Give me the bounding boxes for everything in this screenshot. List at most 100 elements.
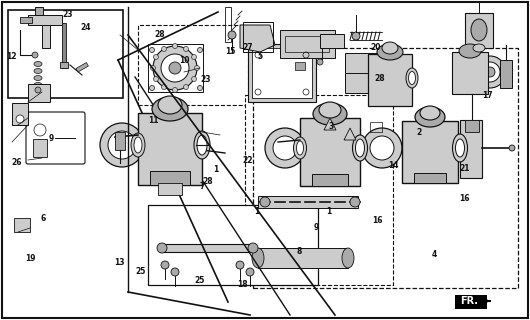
Bar <box>414 173 446 183</box>
Circle shape <box>149 47 155 52</box>
Text: 1: 1 <box>254 207 260 216</box>
Text: 8: 8 <box>297 247 302 256</box>
Circle shape <box>153 46 197 90</box>
Ellipse shape <box>34 83 42 87</box>
Bar <box>500 60 512 88</box>
Bar <box>295 62 305 70</box>
Bar <box>62 23 66 68</box>
Bar <box>243 22 273 52</box>
Circle shape <box>480 62 500 82</box>
Text: 2: 2 <box>416 128 421 137</box>
Bar <box>8 10 123 98</box>
Circle shape <box>183 46 189 52</box>
Bar <box>150 171 190 185</box>
Text: 1: 1 <box>214 165 219 174</box>
Circle shape <box>32 52 38 58</box>
Bar <box>12 103 28 125</box>
Text: 18: 18 <box>237 280 248 289</box>
Circle shape <box>151 66 155 70</box>
Ellipse shape <box>152 97 188 121</box>
Circle shape <box>161 261 169 269</box>
Text: 25: 25 <box>194 276 205 285</box>
Bar <box>258 248 348 268</box>
Circle shape <box>198 85 202 91</box>
Bar <box>258 196 358 208</box>
Circle shape <box>370 136 394 160</box>
Circle shape <box>317 59 323 65</box>
Circle shape <box>191 76 197 82</box>
Ellipse shape <box>158 96 182 114</box>
Bar <box>138 113 202 185</box>
Ellipse shape <box>377 44 403 60</box>
Text: 22: 22 <box>243 156 253 165</box>
Circle shape <box>362 128 402 168</box>
Polygon shape <box>324 118 336 130</box>
Circle shape <box>161 54 189 82</box>
Text: 23: 23 <box>63 10 73 19</box>
Ellipse shape <box>455 139 464 157</box>
Ellipse shape <box>406 68 418 88</box>
Bar <box>248 44 316 102</box>
Circle shape <box>162 46 166 52</box>
Circle shape <box>485 67 495 77</box>
Circle shape <box>154 76 158 82</box>
Ellipse shape <box>352 135 367 161</box>
Bar <box>300 118 360 186</box>
Circle shape <box>273 136 297 160</box>
Bar <box>345 58 370 93</box>
Text: 1: 1 <box>326 207 331 216</box>
Text: 23: 23 <box>200 75 211 84</box>
Circle shape <box>248 243 258 253</box>
Text: 27: 27 <box>243 43 253 52</box>
Circle shape <box>509 145 515 151</box>
Text: 12: 12 <box>6 52 17 61</box>
Text: 28: 28 <box>202 177 213 186</box>
Ellipse shape <box>342 248 354 268</box>
FancyBboxPatch shape <box>26 112 85 164</box>
Text: FR.: FR. <box>460 296 478 306</box>
Bar <box>253 48 518 288</box>
Text: 17: 17 <box>482 91 493 100</box>
Text: 25: 25 <box>136 267 146 276</box>
Circle shape <box>171 268 179 276</box>
Text: 4: 4 <box>432 250 437 259</box>
Bar <box>285 36 329 52</box>
Bar <box>452 52 488 94</box>
Bar <box>28 15 62 25</box>
Ellipse shape <box>382 42 398 54</box>
Bar <box>402 121 458 183</box>
Text: 16: 16 <box>372 216 383 225</box>
Bar <box>60 62 68 68</box>
Bar <box>160 244 255 252</box>
Ellipse shape <box>34 90 42 94</box>
Bar <box>345 53 390 73</box>
Bar <box>368 54 412 106</box>
Ellipse shape <box>415 107 445 127</box>
Text: 13: 13 <box>114 258 125 267</box>
Bar <box>158 183 182 195</box>
Bar <box>252 48 312 98</box>
Bar <box>33 139 47 157</box>
Circle shape <box>157 243 167 253</box>
Circle shape <box>172 44 178 49</box>
Circle shape <box>169 62 181 74</box>
Bar <box>148 44 203 92</box>
Bar <box>465 120 479 132</box>
Text: 11: 11 <box>148 116 159 125</box>
Circle shape <box>198 47 202 52</box>
Ellipse shape <box>131 133 145 157</box>
Ellipse shape <box>313 103 347 125</box>
Ellipse shape <box>356 139 365 157</box>
Text: 7: 7 <box>200 182 205 191</box>
Circle shape <box>100 123 144 167</box>
Ellipse shape <box>459 44 481 58</box>
Text: 9: 9 <box>313 223 319 232</box>
Circle shape <box>228 31 236 39</box>
Circle shape <box>162 84 166 90</box>
Circle shape <box>183 84 189 90</box>
Text: 21: 21 <box>459 164 470 173</box>
Ellipse shape <box>34 61 42 67</box>
Ellipse shape <box>296 141 304 155</box>
Bar <box>245 95 393 285</box>
Circle shape <box>474 56 506 88</box>
